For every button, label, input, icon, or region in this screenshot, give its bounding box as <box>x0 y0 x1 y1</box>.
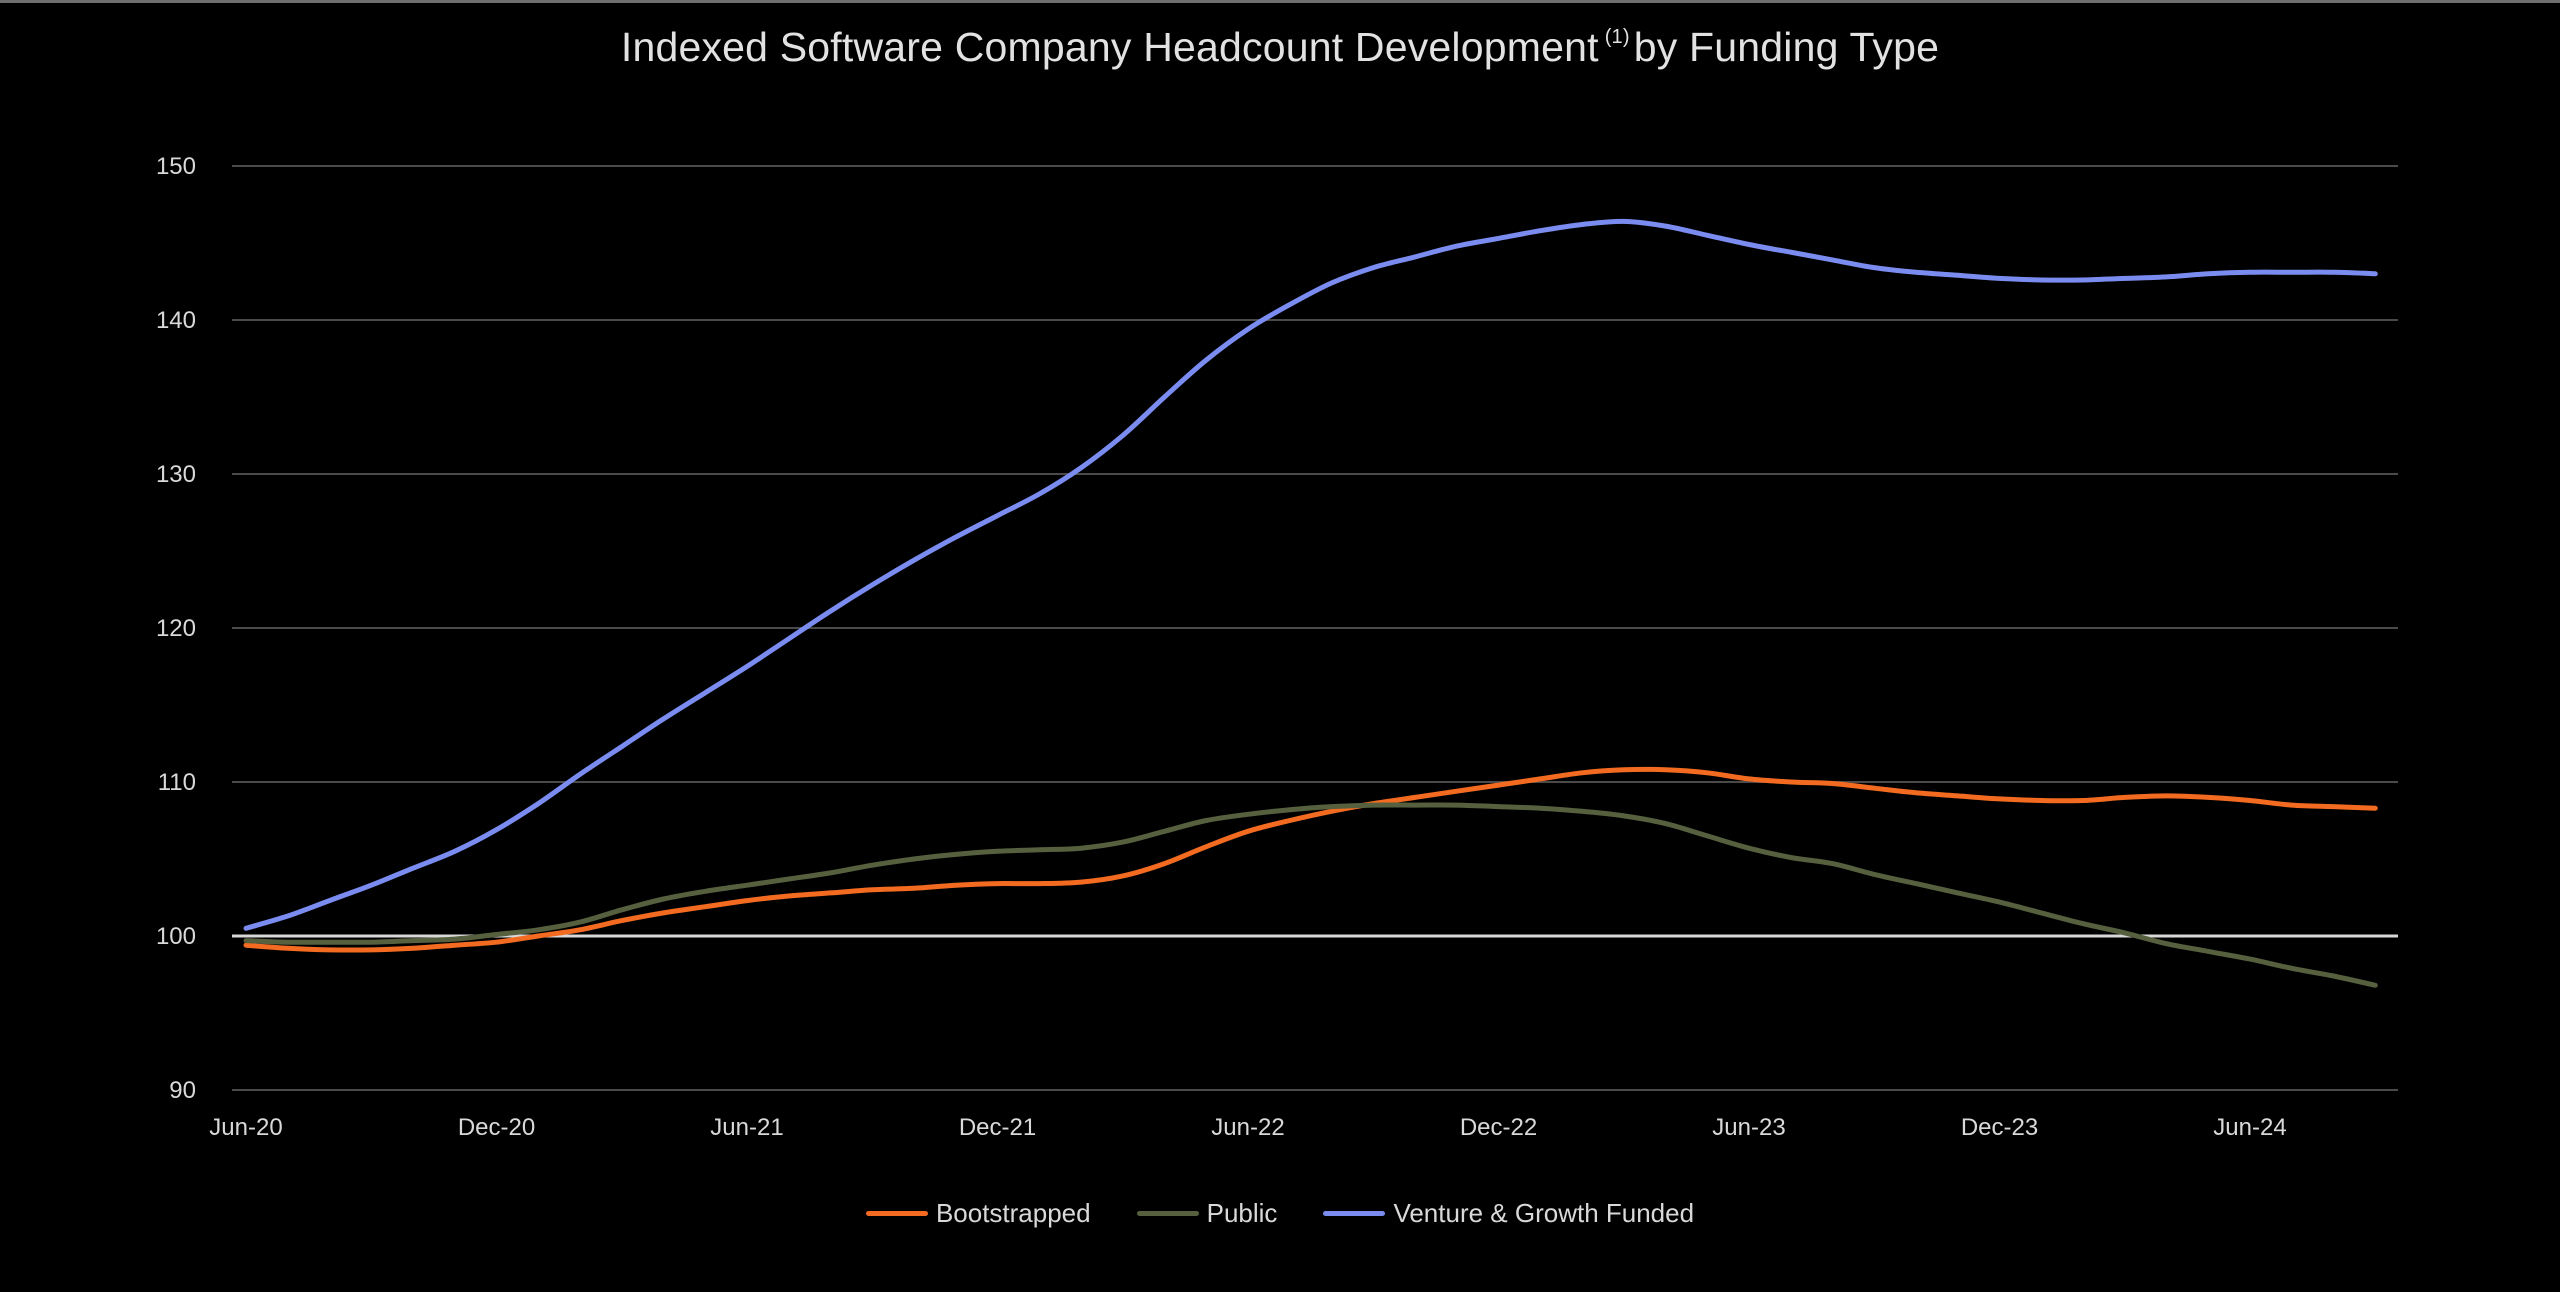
series-line-bootstrapped <box>243 766 2378 953</box>
y-axis-ticks: 90 100 110 120 130 140 150 <box>156 153 196 1104</box>
x-tick-label: Dec-23 <box>1961 1114 2038 1141</box>
chart-title-suffix: by Funding Type <box>1633 24 1940 70</box>
y-tick-label: 90 <box>169 1077 196 1104</box>
top-frame-line <box>0 0 2560 3</box>
x-tick-label: Jun-20 <box>209 1114 282 1141</box>
chart-title: Indexed Software Company Headcount Devel… <box>0 24 2560 71</box>
legend-label: Venture & Growth Funded <box>1393 1198 1695 1228</box>
y-tick-label: 100 <box>156 923 196 950</box>
x-tick-label: Dec-21 <box>959 1114 1036 1141</box>
x-tick-label: Dec-20 <box>458 1114 535 1141</box>
x-tick-label: Jun-24 <box>2213 1114 2286 1141</box>
legend-item: Public <box>1136 1198 1278 1229</box>
y-tick-label: 110 <box>158 769 196 796</box>
y-tick-label: 140 <box>156 307 196 334</box>
y-tick-label: 120 <box>156 615 196 642</box>
legend-swatch <box>1323 1211 1386 1216</box>
chart-title-footnote: (1) <box>1604 26 1630 48</box>
chart-title-main: Indexed Software Company Headcount Devel… <box>620 24 1599 70</box>
series-line-public <box>243 802 2378 988</box>
gridlines <box>232 165 2398 1091</box>
x-tick-label: Dec-22 <box>1460 1114 1537 1141</box>
legend: Bootstrapped Public Venture & Growth Funde… <box>0 1198 2560 1229</box>
legend-label: Public <box>1206 1198 1278 1228</box>
series-line-venture-growth-funded <box>243 218 2378 931</box>
x-tick-label: Jun-22 <box>1211 1114 1284 1141</box>
legend-swatch <box>1136 1211 1199 1216</box>
x-tick-label: Jun-23 <box>1712 1114 1785 1141</box>
legend-label: Bootstrapped <box>935 1198 1091 1228</box>
x-tick-label: Jun-21 <box>710 1114 783 1141</box>
legend-item: Bootstrapped <box>865 1198 1091 1229</box>
legend-item: Venture & Growth Funded <box>1323 1198 1694 1229</box>
legend-swatch <box>865 1211 928 1216</box>
y-tick-label: 130 <box>156 461 196 488</box>
y-tick-label: 150 <box>156 153 196 180</box>
series-lines <box>243 218 2378 988</box>
x-axis-ticks: Jun-20 Dec-20 Jun-21 Dec-21 Jun-22 Dec-22 Jun-… <box>209 1114 2286 1141</box>
